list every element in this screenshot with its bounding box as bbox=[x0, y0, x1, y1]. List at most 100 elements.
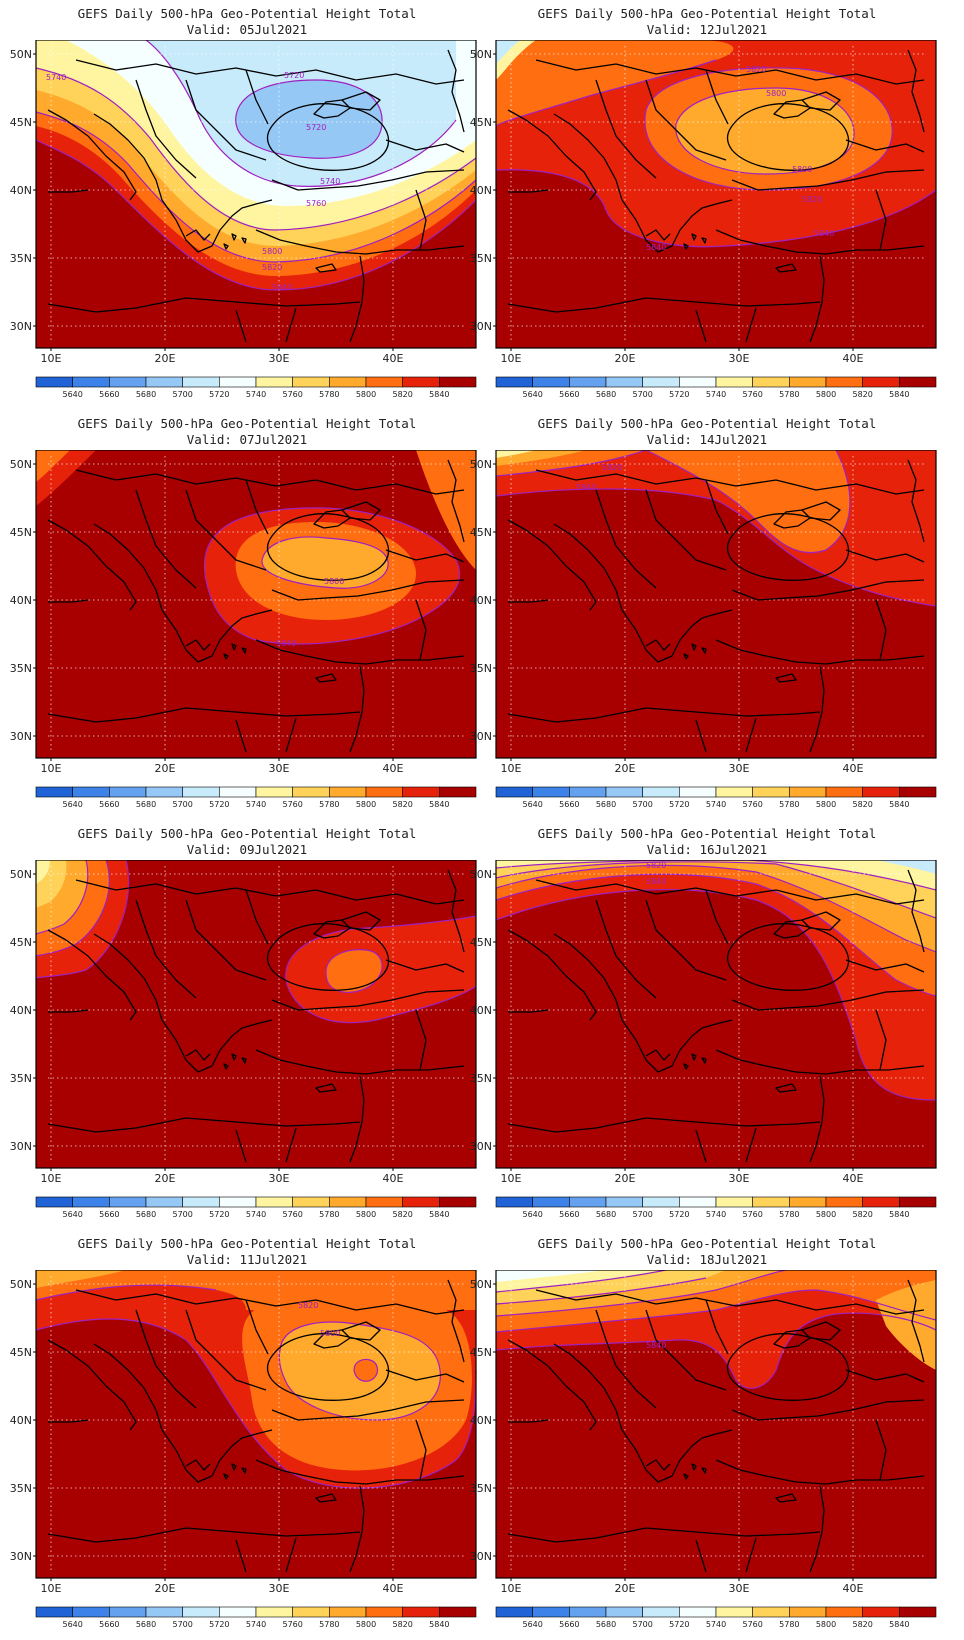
lat-tick-label: 35N bbox=[470, 1072, 492, 1085]
colorbar-label: 5680 bbox=[136, 390, 156, 399]
contour-label: 5840 bbox=[576, 483, 596, 492]
axes: 50N 45N 40N 35N 30N 10E 20E 30E 40E bbox=[10, 458, 404, 774]
colorbar-swatch bbox=[495, 1606, 533, 1618]
lon-tick-label: 40E bbox=[843, 762, 864, 774]
colorbar-swatch bbox=[569, 1196, 607, 1208]
colorbar-label: 5640 bbox=[62, 390, 82, 399]
lon-tick-label: 30E bbox=[269, 762, 290, 774]
colorbar-swatch bbox=[219, 376, 257, 388]
contour-map: 50N 45N 40N 35N 30N 10E 20E 30E 40E bbox=[10, 860, 477, 1184]
colorbar-swatch bbox=[439, 1606, 477, 1618]
contour-label: 5840 bbox=[272, 283, 292, 292]
colorbar: 5640 5660 5680 5700 5720 5740 5760 5780 5800 5820… bbox=[495, 1606, 937, 1629]
colorbar-swatch bbox=[789, 1196, 827, 1208]
colorbar-label: 5660 bbox=[99, 390, 119, 399]
lat-tick-label: 40N bbox=[470, 1004, 492, 1017]
lon-tick-label: 10E bbox=[41, 762, 62, 774]
lat-tick-label: 45N bbox=[470, 116, 492, 129]
lon-tick-label: 10E bbox=[501, 762, 522, 774]
lat-tick-label: 40N bbox=[470, 1414, 492, 1427]
colorbar-swatch bbox=[255, 1606, 293, 1618]
colorbar-label: 5680 bbox=[596, 1620, 616, 1629]
panel-valid-date: Valid: 16Jul2021 bbox=[646, 842, 768, 857]
contour-label: 5800 bbox=[262, 247, 282, 256]
colorbar-label: 5720 bbox=[209, 1210, 229, 1219]
colorbar-swatch bbox=[605, 1606, 643, 1618]
colorbar-swatch bbox=[752, 1606, 790, 1618]
colorbar-swatch bbox=[35, 376, 73, 388]
colorbar-label: 5780 bbox=[319, 1620, 339, 1629]
colorbar-swatch bbox=[255, 786, 293, 798]
colorbar-swatch bbox=[715, 376, 753, 388]
colorbar-label: 5740 bbox=[246, 1620, 266, 1629]
colorbar-swatch bbox=[862, 376, 900, 388]
colorbar-swatch bbox=[292, 786, 330, 798]
colorbar-swatch bbox=[789, 376, 827, 388]
colorbar-label: 5820 bbox=[392, 1210, 412, 1219]
colorbar-swatch bbox=[532, 1196, 570, 1208]
colorbar-swatch bbox=[402, 1196, 440, 1208]
lat-tick-label: 30N bbox=[10, 320, 32, 333]
colorbar-label: 5800 bbox=[816, 390, 836, 399]
colorbar-label: 5640 bbox=[522, 800, 542, 809]
lon-tick-label: 10E bbox=[41, 1172, 62, 1184]
colorbar-swatch bbox=[292, 1196, 330, 1208]
colorbar-swatch bbox=[219, 786, 257, 798]
lat-tick-label: 40N bbox=[470, 184, 492, 197]
colorbar-swatch bbox=[402, 1606, 440, 1618]
colorbar-label: 5700 bbox=[632, 1210, 652, 1219]
lat-tick-label: 45N bbox=[10, 1346, 32, 1359]
panel-valid-date: Valid: 07Jul2021 bbox=[186, 432, 308, 447]
colorbar-label: 5660 bbox=[559, 1620, 579, 1629]
contour-label: 5800 bbox=[324, 577, 344, 586]
lat-tick-label: 35N bbox=[10, 662, 32, 675]
colorbar-swatch bbox=[825, 786, 863, 798]
map-panel-09jul: GEFS Daily 500-hPa Geo-Potential Height … bbox=[6, 820, 488, 1230]
colorbar-label: 5720 bbox=[669, 800, 689, 809]
colorbar-swatch bbox=[365, 1196, 403, 1208]
contour-label: 5820 bbox=[262, 263, 282, 272]
colorbar-swatch bbox=[752, 786, 790, 798]
colorbar-label: 5820 bbox=[852, 1210, 872, 1219]
colorbar-label: 5760 bbox=[742, 390, 762, 399]
colorbar-label: 5780 bbox=[319, 390, 339, 399]
colorbar-label: 5680 bbox=[596, 390, 616, 399]
lon-tick-label: 20E bbox=[615, 762, 636, 774]
lon-tick-label: 30E bbox=[269, 1172, 290, 1184]
colorbar-swatch bbox=[439, 1196, 477, 1208]
colorbar-swatch bbox=[679, 1196, 717, 1208]
colorbar-label: 5840 bbox=[429, 1210, 449, 1219]
colorbar-swatch bbox=[605, 786, 643, 798]
lat-tick-label: 30N bbox=[10, 1140, 32, 1153]
lat-tick-label: 30N bbox=[470, 320, 492, 333]
colorbar-label: 5840 bbox=[889, 1210, 909, 1219]
lat-tick-label: 35N bbox=[470, 662, 492, 675]
colorbar-swatch bbox=[495, 376, 533, 388]
colorbar: 5640 5660 5680 5700 5720 5740 5760 5780 5800 5820… bbox=[495, 1196, 937, 1219]
colorbar-swatch bbox=[72, 786, 110, 798]
colorbar: 5640 5660 5680 5700 5720 5740 5760 5780 5800 5820… bbox=[495, 376, 937, 399]
contour-label: 5840 bbox=[646, 877, 666, 886]
colorbar-swatch bbox=[109, 376, 147, 388]
colorbar-label: 5720 bbox=[209, 1620, 229, 1629]
colorbar-label: 5660 bbox=[99, 1210, 119, 1219]
colorbar-label: 5740 bbox=[246, 1210, 266, 1219]
colorbar-swatch bbox=[715, 1196, 753, 1208]
colorbar-swatch bbox=[605, 1196, 643, 1208]
colorbar-label: 5820 bbox=[852, 800, 872, 809]
lat-tick-label: 40N bbox=[10, 1414, 32, 1427]
colorbar-label: 5800 bbox=[356, 390, 376, 399]
colorbar-swatch bbox=[145, 376, 183, 388]
lat-tick-label: 50N bbox=[10, 48, 32, 61]
lat-tick-label: 45N bbox=[10, 936, 32, 949]
contour-map: 5820 5800 5800 5820 5840 5840 50N 45N 40N 3… bbox=[470, 40, 937, 364]
contour-label: 5800 bbox=[792, 165, 812, 174]
lon-tick-label: 20E bbox=[615, 352, 636, 364]
contour-label: 5840 bbox=[276, 639, 296, 648]
map-panel-18jul: GEFS Daily 500-hPa Geo-Potential Height … bbox=[466, 1230, 948, 1640]
colorbar-label: 5700 bbox=[172, 390, 192, 399]
contour-label: 5820 bbox=[602, 463, 622, 472]
colorbar-swatch bbox=[402, 786, 440, 798]
colorbar-label: 5720 bbox=[209, 390, 229, 399]
colorbar-label: 5660 bbox=[99, 800, 119, 809]
